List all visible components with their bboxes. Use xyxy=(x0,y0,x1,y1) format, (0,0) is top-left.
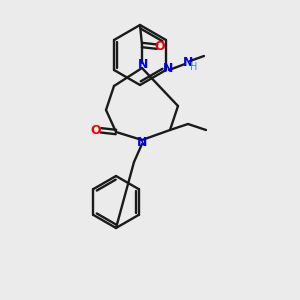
Text: O: O xyxy=(155,40,165,53)
Text: H: H xyxy=(190,62,198,72)
Text: N: N xyxy=(163,62,173,76)
Text: O: O xyxy=(91,124,101,136)
Text: N: N xyxy=(138,58,148,71)
Text: N: N xyxy=(183,56,193,68)
Text: N: N xyxy=(137,136,147,148)
